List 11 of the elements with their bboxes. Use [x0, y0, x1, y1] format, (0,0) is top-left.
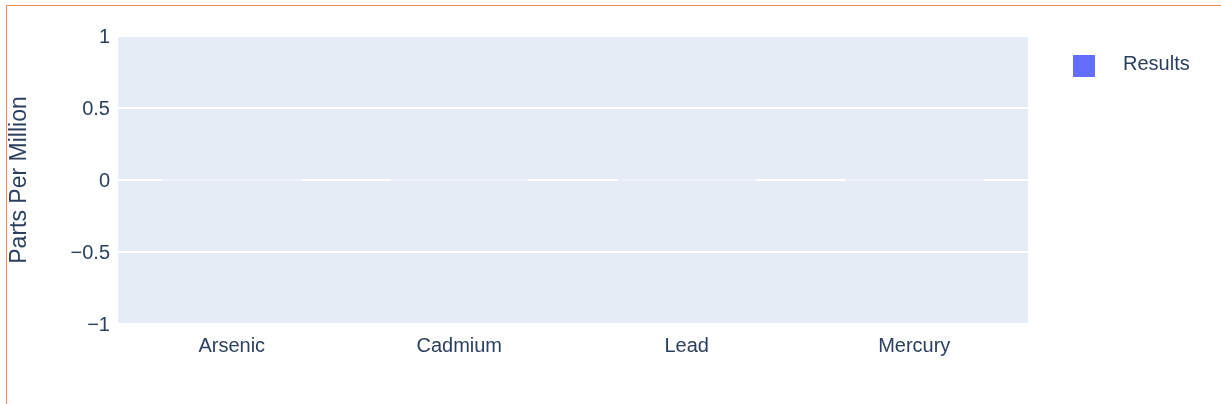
y-tick-label: −1	[87, 313, 110, 336]
y-axis-title: Parts Per Million	[5, 96, 32, 264]
y-tick-label: −0.5	[70, 241, 110, 264]
y-tick-label: 0.5	[82, 97, 110, 120]
x-tick-label: Arsenic	[198, 334, 266, 357]
x-tick-label: Cadmium	[416, 334, 503, 357]
y-tick-label: 0	[98, 169, 110, 192]
x-tick-label: Mercury	[878, 334, 951, 357]
x-tick-label: Lead	[664, 334, 709, 357]
legend-label: Results	[1123, 52, 1190, 74]
y-tick-label: 1	[98, 25, 110, 48]
